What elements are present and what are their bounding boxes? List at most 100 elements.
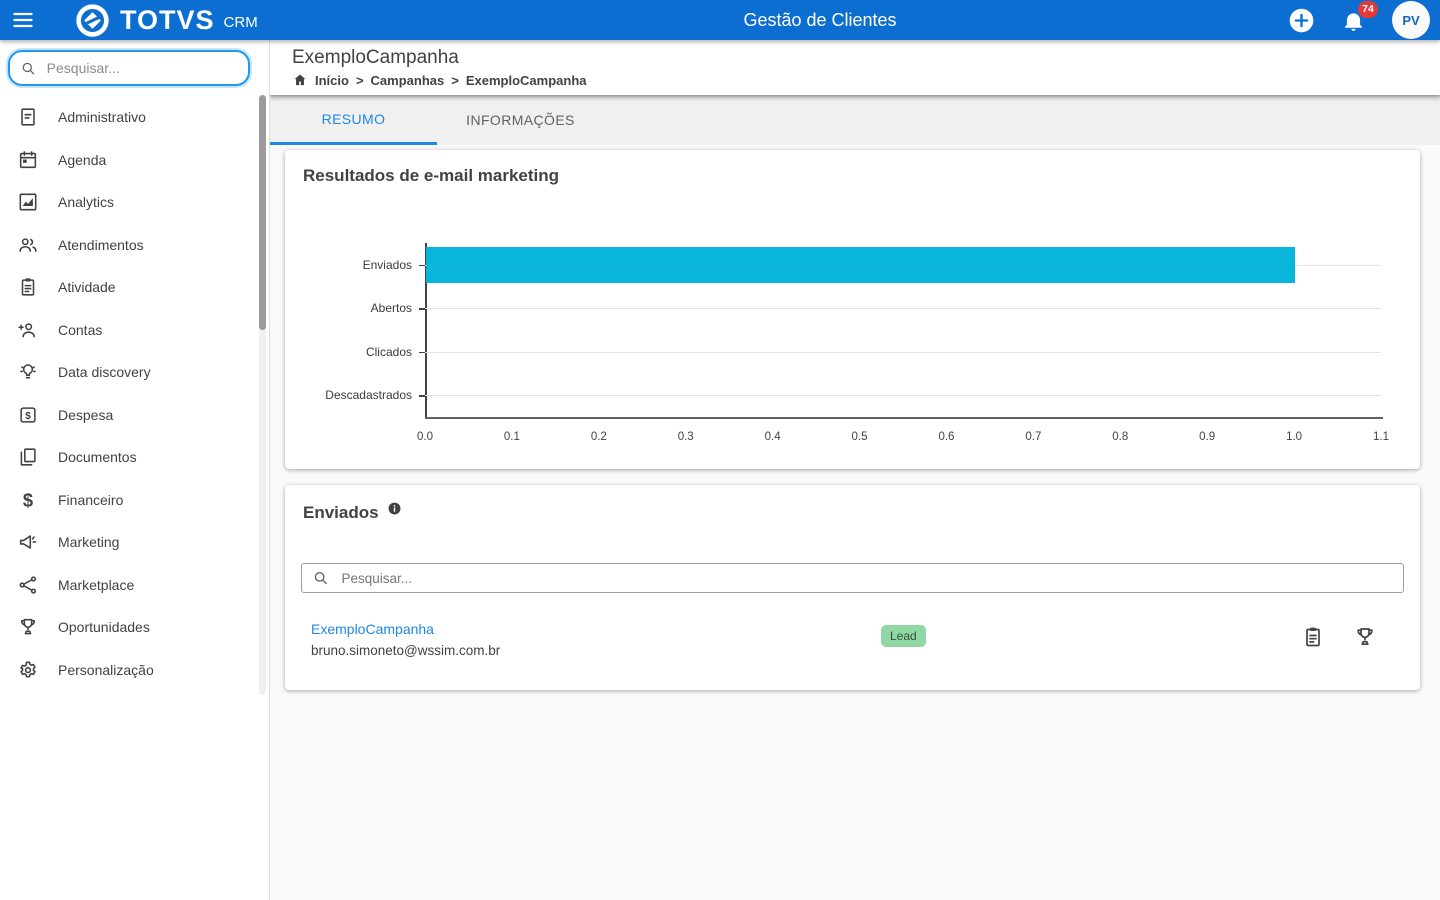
notifications-button[interactable]: 74 [1341, 0, 1378, 33]
chart-x-tick: 0.7 [1025, 431, 1042, 443]
sidebar-item-personalização[interactable]: Personalização [0, 649, 255, 692]
chart-x-tick: 0.9 [1199, 431, 1216, 443]
sidebar-item-atividade[interactable]: Atividade [0, 266, 255, 309]
chart-category-label: Abertos [370, 301, 412, 316]
megaphone-icon [19, 535, 37, 549]
chart-x-tick: 1.0 [1286, 431, 1303, 443]
breadcrumb-item: ExemploCampanha [465, 72, 587, 88]
sidebar-search-input[interactable] [46, 60, 238, 76]
tab-resumo[interactable]: RESUMO [270, 95, 437, 145]
sidebar-item-label: Personalização [58, 661, 154, 678]
main-content: ExemploCampanha Início > Campanhas > Exemplo… [270, 40, 1440, 900]
add-icon[interactable] [1288, 7, 1315, 34]
sidebar: Administrativo Agenda Analytics Atendime… [0, 40, 270, 900]
document-icon [21, 108, 35, 126]
tab-informações[interactable]: INFORMAÇÕES [466, 112, 575, 128]
clipboard-icon [21, 278, 35, 296]
chart-x-tick: 0.8 [1112, 431, 1129, 443]
bar-chart: Enviados Abertos Clicados Descadastrados… [285, 150, 1420, 469]
enviados-search[interactable] [301, 563, 1404, 593]
sidebar-item-contas[interactable]: Contas [0, 309, 255, 352]
breadcrumb: Início > Campanhas > ExemploCampanha [292, 72, 1440, 88]
sidebar-item-label: Documentos [58, 449, 137, 466]
dollar-icon: $ [23, 489, 33, 510]
search-icon [22, 62, 35, 74]
sidebar-item-label: Administrativo [58, 109, 146, 126]
sidebar-item-label: Analytics [58, 194, 115, 211]
chart-bar-enviados[interactable] [426, 246, 1296, 283]
campaign-link[interactable]: ExemploCampanha [311, 621, 434, 637]
breadcrumb-separator: > [451, 72, 459, 88]
sidebar-item-label: Financeiro [58, 491, 124, 508]
copy-icon [20, 448, 36, 466]
sidebar-item-analytics[interactable]: Analytics [0, 181, 255, 224]
clipboard-icon [1306, 627, 1320, 647]
breadcrumb-item[interactable]: Campanhas [370, 72, 445, 88]
sidebar-item-label: Marketplace [58, 576, 135, 593]
chart-x-tick: 0.5 [851, 431, 868, 443]
chart-x-tick: 0.2 [590, 431, 607, 443]
home-icon [294, 74, 306, 86]
sidebar-menu: Administrativo Agenda Analytics Atendime… [0, 96, 255, 691]
chart-x-tick: 1.1 [1373, 431, 1389, 443]
sidebar-item-despesa[interactable]: $ Despesa [0, 394, 255, 437]
recipient-email: bruno.simoneto@wssim.com.br [311, 643, 501, 658]
app-title: Gestão de Clientes [743, 9, 897, 30]
sidebar-scrollbar-thumb[interactable] [259, 95, 266, 330]
enviados-card: Enviados ExemploCampanha bruno.simoneto@… [285, 485, 1420, 690]
calendar-icon [19, 150, 37, 168]
people-icon [19, 238, 37, 252]
clipboard-action-button[interactable] [1300, 624, 1326, 650]
sidebar-item-label: Data discovery [58, 364, 151, 381]
trophy-action-button[interactable] [1352, 624, 1378, 650]
trophy-icon [1357, 628, 1373, 646]
search-icon [314, 572, 327, 585]
gear-icon [20, 661, 36, 678]
lightbulb-icon [20, 364, 36, 379]
sidebar-item-documentos[interactable]: Documentos [0, 436, 255, 479]
sidebar-item-atendimentos[interactable]: Atendimentos [0, 224, 255, 267]
sidebar-item-data-discovery[interactable]: Data discovery [0, 351, 255, 394]
sidebar-item-label: Atendimentos [58, 236, 144, 253]
sidebar-item-agenda[interactable]: Agenda [0, 139, 255, 182]
chart-x-tick: 0.0 [417, 431, 433, 443]
bell-icon [1344, 12, 1363, 31]
sidebar-search[interactable] [8, 50, 250, 86]
sidebar-item-label: Oportunidades [58, 619, 150, 636]
svg-text:$: $ [23, 489, 33, 510]
trophy-icon [20, 619, 36, 635]
notification-badge: 74 [1358, 0, 1378, 18]
chart-title: Resultados de e-mail marketing [303, 166, 560, 185]
breadcrumb-separator: > [355, 72, 364, 88]
enviados-title: Enviados [303, 501, 402, 523]
chart-x-tick: 0.3 [677, 431, 694, 443]
breadcrumb-item[interactable]: Início [315, 72, 349, 88]
page-title: ExemploCampanha [292, 47, 459, 68]
info-icon[interactable] [387, 501, 402, 516]
page-header: ExemploCampanha Início > Campanhas > Exemplo… [270, 40, 1440, 95]
svg-text:$: $ [25, 411, 31, 422]
sidebar-item-label: Atividade [58, 279, 116, 296]
sidebar-item-financeiro[interactable]: $ Financeiro [0, 479, 255, 522]
sidebar-scrollbar-track[interactable] [259, 95, 266, 695]
enviados-search-input[interactable] [341, 570, 1393, 586]
sidebar-item-marketing[interactable]: Marketing [0, 521, 255, 564]
enviados-title-text: Enviados [303, 503, 379, 522]
person-add-icon [18, 323, 35, 338]
chart-x-tick: 0.6 [938, 431, 955, 443]
menu-icon[interactable] [0, 0, 46, 40]
chart-x-tick: 0.4 [764, 431, 781, 443]
sidebar-item-oportunidades[interactable]: Oportunidades [0, 606, 255, 649]
sidebar-item-marketplace[interactable]: Marketplace [0, 564, 255, 607]
chart-category-label: Enviados [362, 257, 412, 272]
sidebar-item-administrativo[interactable]: Administrativo [0, 96, 255, 139]
chart-category-label: Clicados [365, 344, 412, 359]
enviado-row: ExemploCampanha bruno.simoneto@wssim.com… [285, 605, 1420, 671]
expense-icon: $ [20, 407, 36, 423]
share-icon [19, 576, 37, 594]
avatar[interactable]: PV [1392, 1, 1430, 39]
app-header: TOTVS CRM Gestão de Clientes 74 PV [0, 0, 1440, 40]
tab-bar: RESUMO INFORMAÇÕES [270, 95, 1440, 145]
totvs-logo: TOTVS CRM [74, 2, 258, 39]
chart-category-label: Descadastrados [325, 388, 412, 403]
